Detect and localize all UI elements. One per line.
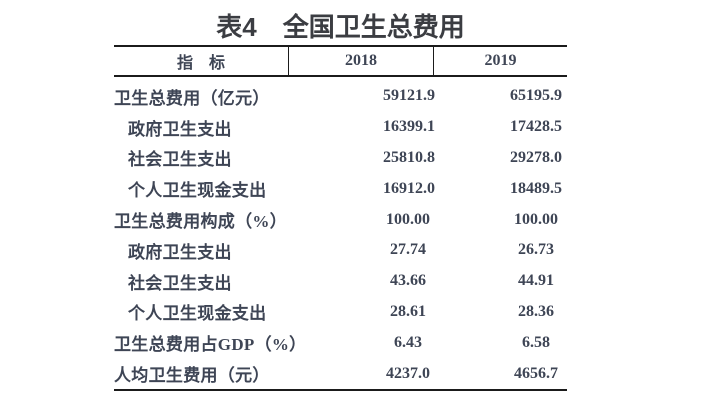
row-indicator-label: 卫生总费用占GDP（%） [114, 335, 307, 355]
table-row: 社会卫生支出 25810.8 29278.0 [114, 143, 567, 174]
header-year-2019: 2019 [433, 47, 567, 75]
row-value-2018: 6.43 [394, 333, 422, 351]
table-header-row: 指 标 2018 2019 [114, 45, 567, 77]
table-row: 卫生总费用（亿元） 59121.9 65195.9 [114, 81, 567, 112]
table-row: 个人卫生现金支出 16912.0 18489.5 [114, 173, 567, 204]
row-value-2018: 4237.0 [386, 364, 430, 382]
row-value-2019: 4656.7 [514, 364, 558, 382]
row-value-2019: 18489.5 [510, 179, 562, 197]
row-indicator-label: 个人卫生现金支出 [128, 181, 267, 201]
table-row: 社会卫生支出 43.66 44.91 [114, 266, 567, 297]
table-row: 个人卫生现金支出 28.61 28.36 [114, 297, 567, 328]
row-indicator-label: 人均卫生费用（元） [114, 366, 270, 386]
row-value-2019: 29278.0 [510, 148, 562, 166]
row-indicator-label: 政府卫生支出 [128, 242, 232, 262]
row-indicator-label: 社会卫生支出 [128, 150, 232, 170]
row-value-2019: 28.36 [518, 302, 554, 320]
table-body: 卫生总费用（亿元） 59121.9 65195.9 政府卫生支出 16399.1… [114, 77, 567, 391]
row-indicator-label: 个人卫生现金支出 [128, 304, 267, 324]
table-row: 政府卫生支出 16399.1 17428.5 [114, 112, 567, 143]
row-indicator-label: 卫生总费用构成（%） [114, 212, 287, 232]
table-row: 卫生总费用构成（%） 100.00 100.00 [114, 204, 567, 235]
row-value-2018: 100.00 [386, 210, 430, 228]
row-value-2019: 17428.5 [510, 118, 562, 136]
row-value-2019: 6.58 [522, 333, 550, 351]
header-indicator: 指 标 [176, 55, 225, 72]
row-value-2018: 25810.8 [383, 148, 435, 166]
row-value-2018: 28.61 [390, 302, 426, 320]
row-indicator-label: 卫生总费用（亿元） [114, 88, 270, 108]
row-value-2018: 59121.9 [383, 87, 435, 105]
row-value-2019: 65195.9 [510, 87, 562, 105]
row-indicator-label: 政府卫生支出 [128, 119, 232, 139]
table-row: 卫生总费用占GDP（%） 6.43 6.58 [114, 327, 567, 358]
row-indicator-label: 社会卫生支出 [128, 273, 232, 293]
row-value-2019: 100.00 [514, 210, 558, 228]
table-row: 政府卫生支出 27.74 26.73 [114, 235, 567, 266]
row-value-2018: 27.74 [390, 241, 426, 259]
row-value-2018: 16399.1 [383, 118, 435, 136]
row-value-2019: 26.73 [518, 241, 554, 259]
health-expenditure-table: 指 标 2018 2019 卫生总费用（亿元） 59121.9 65195.9 … [114, 45, 567, 391]
table-title: 表4 全国卫生总费用 [216, 12, 465, 42]
row-value-2019: 44.91 [518, 272, 554, 290]
header-year-2018: 2018 [288, 47, 433, 75]
row-value-2018: 16912.0 [383, 179, 435, 197]
row-value-2018: 43.66 [390, 272, 426, 290]
table-row: 人均卫生费用（元） 4237.0 4656.7 [114, 358, 567, 389]
